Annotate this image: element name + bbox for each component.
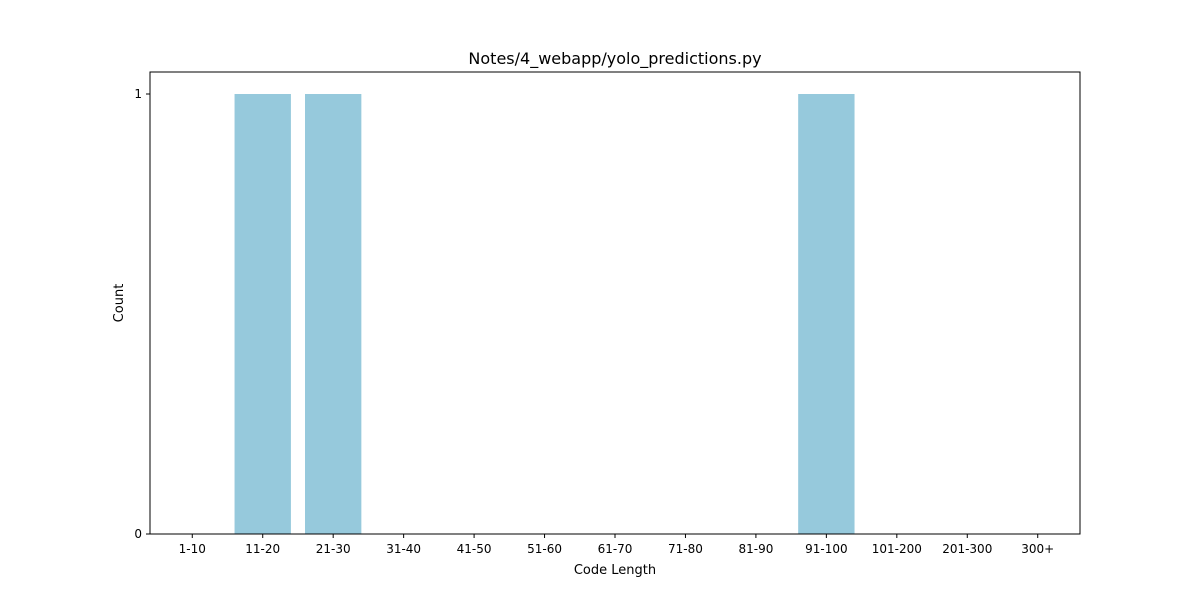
x-tick-label: 81-90: [738, 542, 773, 556]
x-tick-label: 201-300: [942, 542, 992, 556]
x-tick-label: 41-50: [457, 542, 492, 556]
bars-group: [234, 94, 855, 534]
x-tick-label: 300+: [1021, 542, 1054, 556]
x-tick-label: 11-20: [245, 542, 280, 556]
x-tick-label: 51-60: [527, 542, 562, 556]
y-axis-label: Count: [112, 284, 127, 323]
bar-11-20: [234, 94, 291, 534]
x-tick-label: 1-10: [179, 542, 206, 556]
x-tick-label: 21-30: [316, 542, 351, 556]
chart-title: Notes/4_webapp/yolo_predictions.py: [468, 49, 761, 69]
x-ticks-group: 1-10 11-20 21-30 31-40 41-50 51-60 61-70 71-80 8…: [179, 534, 1054, 556]
y-tick-label: 0: [134, 527, 142, 541]
y-ticks-group: 01: [134, 87, 150, 541]
bar-91-100: [798, 94, 855, 534]
x-tick-label: 71-80: [668, 542, 703, 556]
x-tick-label: 31-40: [386, 542, 421, 556]
x-axis-label: Code Length: [574, 563, 656, 578]
bar-21-30: [305, 94, 362, 534]
x-tick-label: 101-200: [872, 542, 922, 556]
x-tick-label: 61-70: [598, 542, 633, 556]
y-tick-label: 1: [134, 87, 142, 101]
x-tick-label: 91-100: [805, 542, 848, 556]
